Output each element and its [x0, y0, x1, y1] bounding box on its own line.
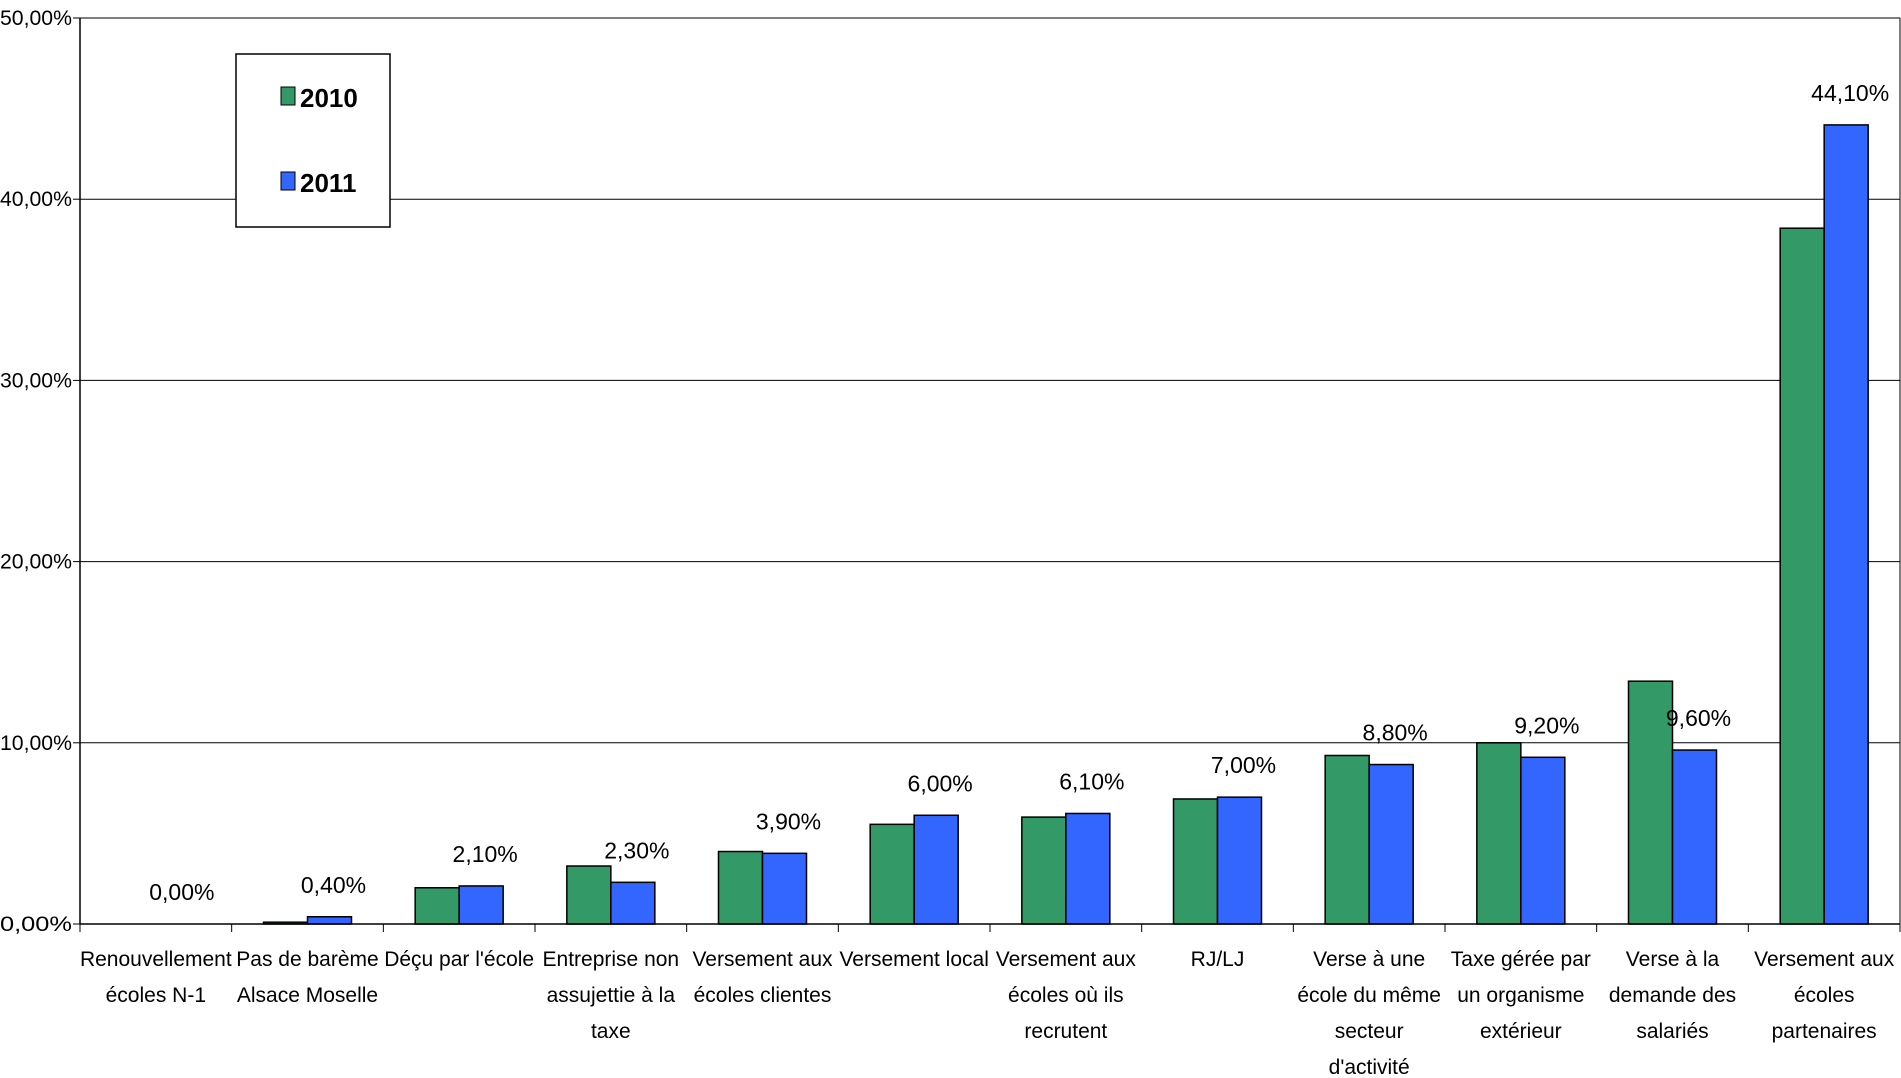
y-tick-label: 50,00%	[0, 7, 72, 30]
bar-2010-5	[869, 823, 915, 925]
data-label-2011-5: 6,00%	[908, 770, 973, 796]
bar-2010-9	[1476, 742, 1522, 925]
bar-2011-9	[1520, 756, 1566, 925]
legend-label-2010: 2010	[300, 83, 358, 113]
category-label: Entreprise non assujettie à la taxe	[543, 948, 680, 1043]
category-label: Déçu par l'école	[384, 948, 534, 971]
data-label-2011-0: 0,00%	[149, 879, 214, 905]
y-tick-label: 30,00%	[0, 369, 72, 392]
bar-2011-8	[1368, 763, 1414, 925]
bar-2011-1	[306, 916, 353, 925]
data-label-2011-2: 2,10%	[453, 841, 518, 867]
data-label-2011-8: 8,80%	[1363, 720, 1428, 746]
data-label-2011-11: 44,10%	[1811, 80, 1889, 106]
bar-2010-10	[1627, 680, 1674, 925]
bar-2010-6	[1021, 816, 1067, 925]
category-label: Versement aux écoles où ils recrutent	[996, 948, 1137, 1043]
category-label: Versement aux écoles partenaires	[1754, 948, 1895, 1043]
bar-2010-8	[1324, 754, 1370, 925]
y-axis-tick-labels: 0,00% 10,00% 20,00% 30,00% 40,00% 50,00%	[0, 7, 72, 936]
legend-label-2011: 2011	[300, 168, 356, 198]
bar-2011-7	[1216, 796, 1263, 925]
bar-2010-4	[717, 850, 764, 925]
bar-2010-2	[414, 887, 460, 925]
bar-2011-5	[913, 814, 959, 925]
y-tick-label: 20,00%	[0, 551, 72, 574]
bar-2011-2	[458, 885, 504, 925]
data-label-2011-9: 9,20%	[1514, 712, 1579, 738]
bar-2011-6	[1065, 812, 1111, 925]
data-labels: 0,00% 0,40% 2,10% 2,30% 3,90% 6,00% 6,10% 7,00%…	[149, 80, 1889, 905]
category-label: Taxe gérée par un organisme extérieur	[1451, 948, 1591, 1043]
bar-2011-4	[761, 852, 808, 925]
bar-2011-11	[1823, 124, 1869, 925]
category-label: Versement aux écoles clientes	[692, 948, 833, 1007]
data-label-2011-6: 6,10%	[1059, 768, 1124, 794]
bar-2010-3	[566, 865, 612, 925]
bar-2010-7	[1172, 798, 1219, 925]
y-tick-label: 40,00%	[0, 188, 72, 211]
legend-swatch-2011	[280, 171, 296, 191]
category-label: Verse à la demande des salariés	[1609, 948, 1736, 1043]
y-tick-label: 10,00%	[0, 732, 72, 755]
category-label: Pas de barème Alsace Moselle	[236, 948, 378, 1007]
bar-2011-10	[1671, 749, 1718, 925]
category-label: RJ/LJ	[1191, 948, 1245, 971]
axes	[79, 17, 1901, 932]
legend: 2010 2011	[235, 53, 391, 228]
data-label-2011-3: 2,30%	[604, 837, 669, 863]
category-label: Verse à une école du même secteur d'activit…	[1297, 948, 1441, 1078]
category-label: Renouvellement écoles N-1	[80, 948, 232, 1007]
data-label-2011-7: 7,00%	[1211, 752, 1276, 778]
bar-2011-3	[610, 881, 656, 925]
bars	[262, 124, 1869, 925]
y-tick-label: 0,00%	[0, 913, 72, 936]
category-label: Versement local	[839, 948, 988, 971]
legend-swatch-2010	[280, 86, 296, 106]
bar-2010-11	[1779, 227, 1825, 925]
data-label-2011-4: 3,90%	[756, 808, 821, 834]
data-label-2011-10: 9,60%	[1666, 705, 1731, 731]
data-label-2011-1: 0,40%	[301, 872, 366, 898]
legend-box	[235, 53, 391, 228]
